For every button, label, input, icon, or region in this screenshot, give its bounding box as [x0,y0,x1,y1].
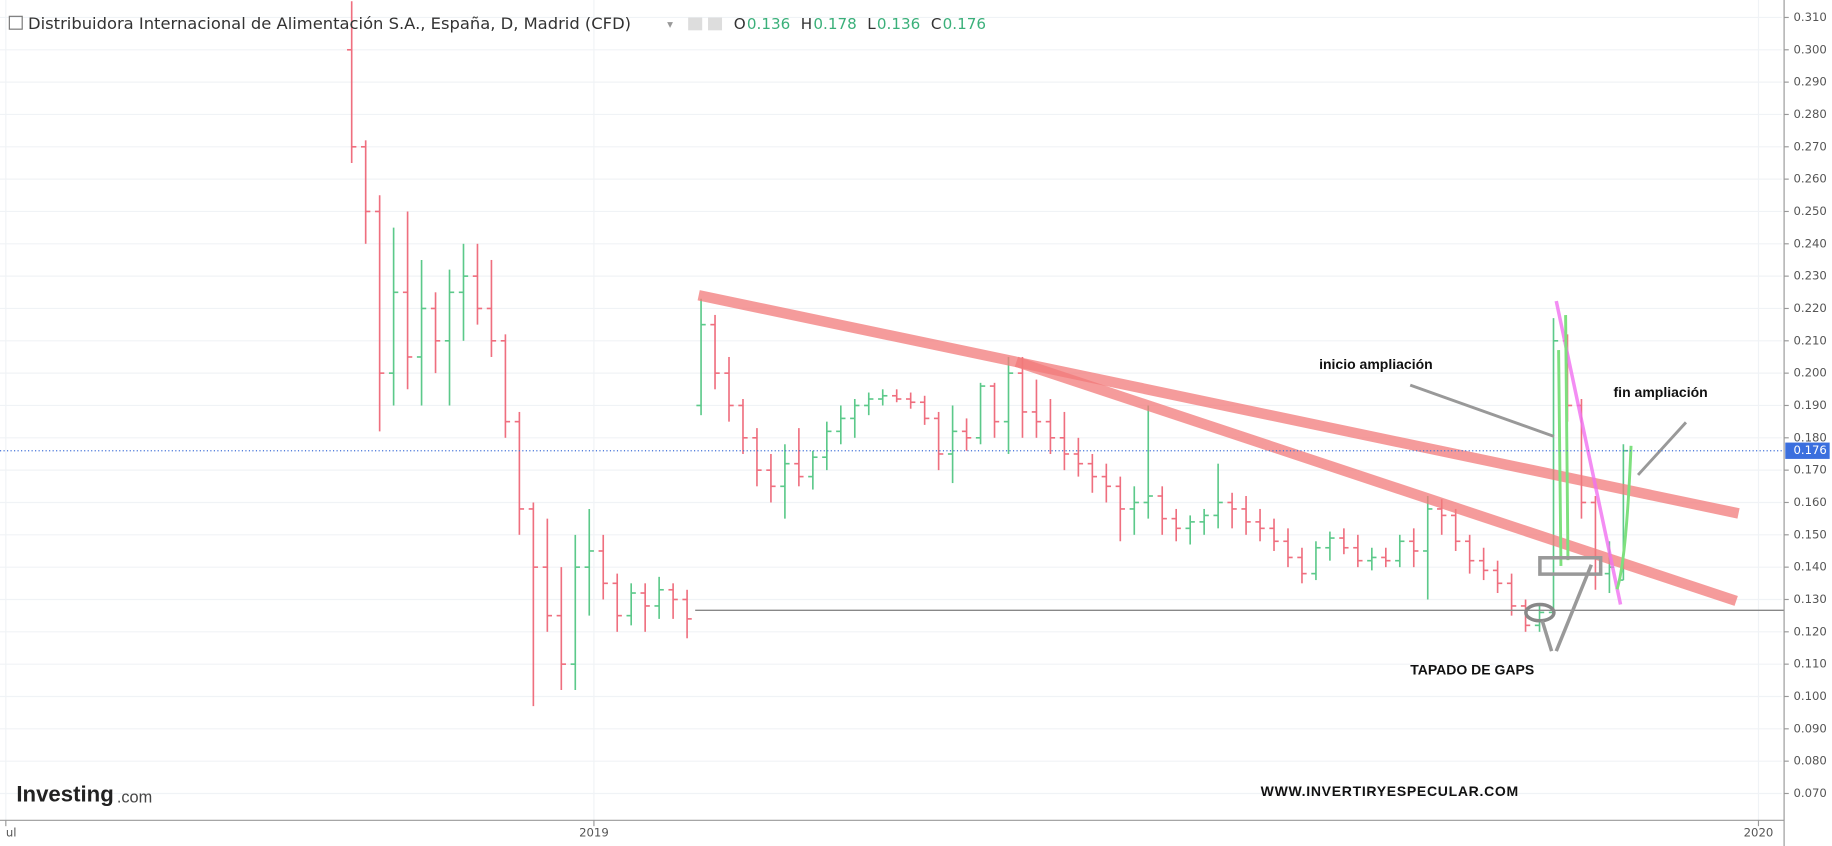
y-tick-label: 0.290 [1793,75,1826,89]
legend-value: 0.136 [747,15,790,33]
axes: 0.070 0.080 0.090 0.100 0.110 0.120 0.130 0.140… [0,10,1830,840]
gap-ellipse [1524,602,1556,623]
arrow [1540,564,1593,652]
y-tick-label: 0.170 [1793,463,1826,477]
last-price-label: 0.176 [1793,443,1826,457]
logo: Investing [16,782,113,807]
y-tick-label: 0.100 [1793,689,1826,703]
grid [0,0,1782,821]
y-tick-label: 0.150 [1793,527,1826,541]
y-tick-label: 0.160 [1793,495,1826,509]
y-tick-label: 0.200 [1793,366,1826,380]
legend-key: H [801,15,812,33]
trendline [697,290,1740,519]
x-tick-label: 2020 [1744,826,1774,840]
y-tick-label: 0.260 [1793,172,1826,186]
logo-suffix: .com [117,788,152,806]
last-price-tag [1785,442,1830,459]
collapse-icon[interactable] [8,15,23,30]
y-tick-label: 0.210 [1793,333,1826,347]
drawings [695,290,1785,652]
y-tick-label: 0.270 [1793,139,1826,153]
y-tick-label: 0.090 [1793,721,1826,735]
y-tick-label: 0.240 [1793,236,1826,250]
annotation: fin ampliación [1614,384,1708,400]
x-tick-label: ul [6,826,17,840]
chart-title: Distribuidora Internacional de Alimentac… [28,14,631,33]
dropdown-icon[interactable]: ▾ [667,17,673,31]
y-tick-label: 0.190 [1793,398,1826,412]
annotation: TAPADO DE GAPS [1410,662,1534,678]
trendline [1014,356,1738,606]
x-tick-label: 2019 [579,826,609,840]
legend-value: 0.176 [943,15,986,33]
ohlc-legend: O 0.136 H 0.178 L 0.136 C 0.176 [734,15,986,33]
y-tick-label: 0.140 [1793,560,1826,574]
legend-key: C [931,15,942,33]
y-tick-label: 0.110 [1793,657,1826,671]
y-tick-label: 0.180 [1793,430,1826,444]
y-tick-label: 0.070 [1793,786,1826,800]
highlight-line [1557,315,1633,590]
legend-value: 0.136 [877,15,920,33]
y-tick-label: 0.310 [1793,10,1826,24]
y-tick-label: 0.280 [1793,107,1826,121]
eye-icon[interactable] [688,17,703,31]
gap-box [1538,556,1603,576]
y-tick-label: 0.250 [1793,204,1826,218]
legend-key: O [734,15,746,33]
settings-icon[interactable] [708,17,723,31]
watermark: WWW.INVERTIRYESPECULAR.COM [1261,783,1519,799]
legend-value: 0.178 [813,15,856,33]
y-tick-label: 0.080 [1793,754,1826,768]
y-tick-label: 0.120 [1793,624,1826,638]
legend-key: L [867,15,876,33]
pointer [1409,383,1688,476]
price-bars [347,1,1629,707]
y-tick-label: 0.130 [1793,592,1826,606]
y-tick-label: 0.300 [1793,42,1826,56]
annotation: inicio ampliación [1319,356,1433,372]
y-tick-label: 0.220 [1793,301,1826,315]
y-tick-label: 0.230 [1793,269,1826,283]
